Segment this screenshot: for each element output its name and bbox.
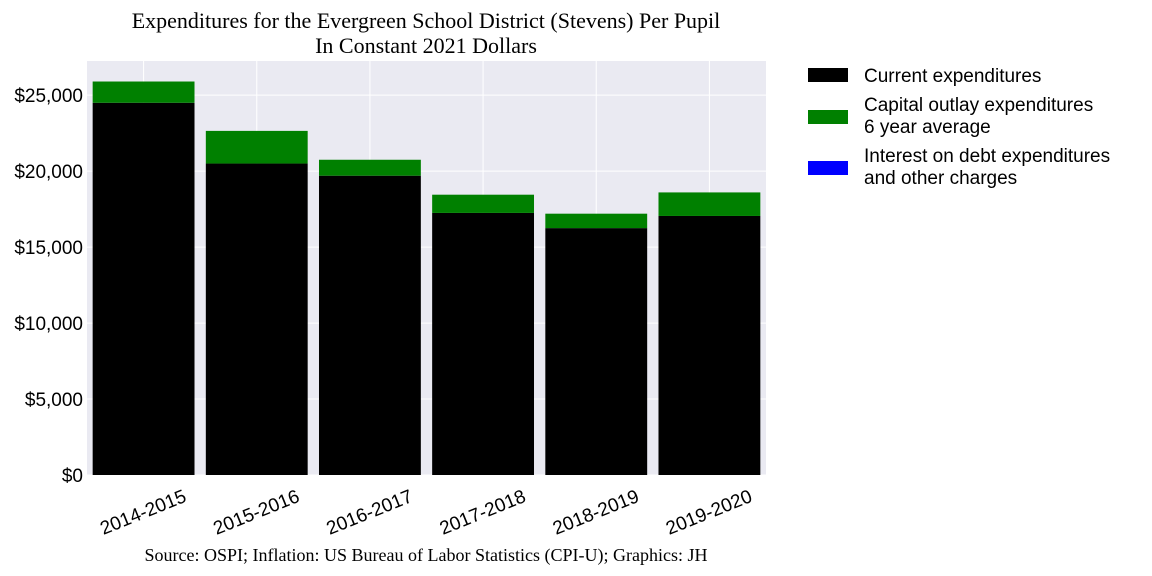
bar-2014-2015-series-2 [92,81,195,103]
x-tick-label: 2017-2018 [437,486,529,540]
bar-2017-2018-series-2 [432,194,535,213]
bar-2016-2017-series-1 [318,175,421,475]
bar-2015-2016-series-1 [205,163,308,475]
x-tick-label: 2014-2015 [97,486,189,540]
legend-swatch-1 [808,68,848,82]
y-tick-label: $10,000 [14,314,83,335]
y-tick-label: $20,000 [14,162,83,183]
chart-title: Expenditures for the Evergreen School Di… [132,8,721,33]
y-tick-label: $5,000 [25,390,83,411]
plot-area [87,61,766,475]
y-tick-label: $25,000 [14,86,83,107]
x-tick-label: 2016-2017 [324,486,416,540]
legend-label: Capital outlay expenditures [864,95,1093,116]
chart-subtitle: In Constant 2021 Dollars [315,33,537,58]
bar-2015-2016-series-2 [205,130,308,164]
x-axis: 2014-2015 2015-2016 2016-2017 2017-2018 2018… [97,486,755,540]
legend-label: and other charges [864,168,1017,189]
legend-label: Current expenditures [864,66,1041,87]
source-note: Source: OSPI; Inflation: US Bureau of La… [145,545,708,566]
bar-2016-2017-series-2 [318,159,421,176]
bars [92,81,761,475]
legend-swatch-3 [808,161,848,175]
x-tick-label: 2015-2016 [210,486,302,540]
bar-2018-2019-series-2 [545,213,648,229]
bar-2018-2019-series-1 [545,228,648,475]
y-tick-label: $0 [62,466,83,487]
x-tick-label: 2018-2019 [550,486,642,540]
bar-2017-2018-series-1 [432,212,535,475]
legend-label: Interest on debt expenditures [864,146,1110,167]
bar-2019-2020-series-2 [658,192,761,216]
legend: Current expenditures Capital outlay expen… [808,66,1110,189]
legend-swatch-2 [808,110,848,124]
bar-2019-2020-series-1 [658,215,761,475]
legend-label: 6 year average [864,117,991,138]
x-tick-label: 2019-2020 [663,486,755,540]
bar-2014-2015-series-1 [92,102,195,475]
y-axis: $0 $5,000 $10,000 $15,000 $20,000 $25,000 [14,86,83,487]
y-tick-label: $15,000 [14,238,83,259]
